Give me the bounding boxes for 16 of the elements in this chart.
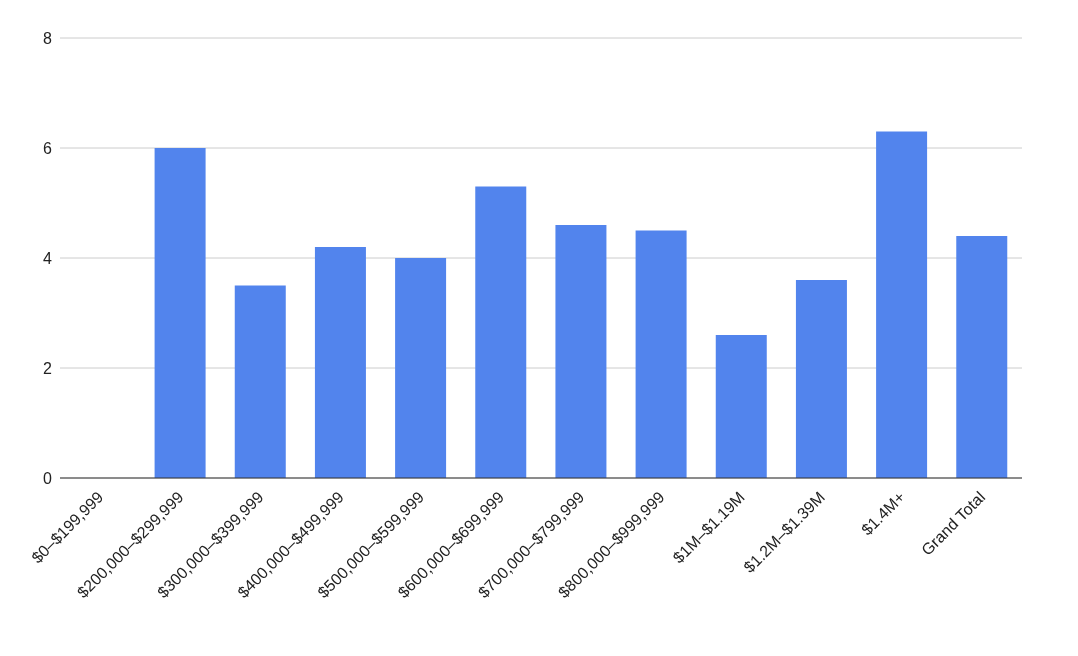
bar: [635, 230, 687, 478]
y-tick-label: 0: [43, 469, 53, 487]
bar: [154, 148, 206, 478]
bar: [555, 225, 607, 478]
bar: [876, 131, 928, 478]
bar: [234, 285, 286, 478]
y-tick-label: 2: [43, 359, 53, 377]
y-tick-label: 6: [43, 139, 53, 157]
y-tick-label: 4: [43, 249, 53, 267]
bar: [715, 335, 767, 478]
y-tick-label: 8: [43, 29, 53, 47]
bar: [475, 186, 527, 478]
bar: [395, 258, 447, 478]
bar: [314, 247, 366, 478]
bar: [956, 236, 1008, 478]
bar: [795, 280, 847, 478]
